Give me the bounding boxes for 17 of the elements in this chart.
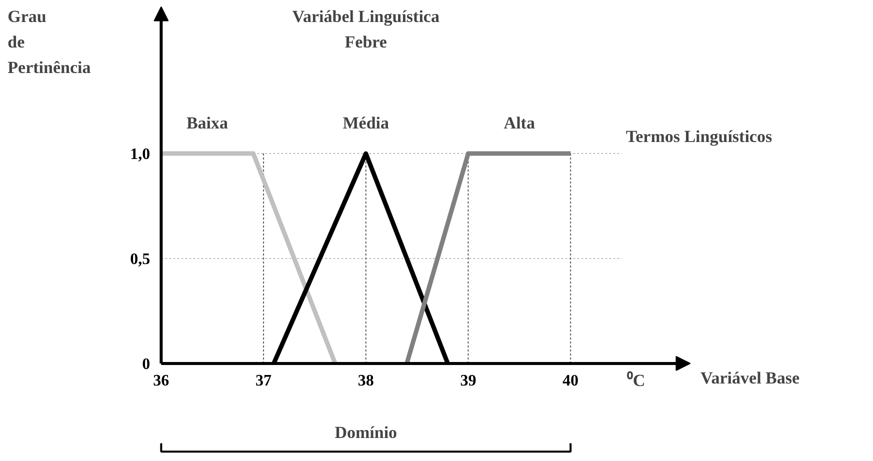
- y-axis-title: Grau de Pertinência: [8, 6, 92, 78]
- annotation: Domínio: [334, 423, 398, 442]
- x-axis-title: Variável Base: [700, 368, 800, 388]
- y-tick-label: 1,0: [130, 146, 150, 164]
- annotation: Termos Linguísticos: [626, 127, 772, 146]
- annotation: ⁰C: [626, 370, 646, 390]
- series-label: Média: [342, 114, 390, 133]
- text: Variábel Linguística Febre: [292, 6, 440, 52]
- x-tick-label: 40: [562, 372, 579, 390]
- x-tick-label: 38: [358, 372, 374, 390]
- x-tick-label: 36: [153, 372, 170, 390]
- x-tick-label: 37: [256, 372, 272, 390]
- y-tick-label: 0,5: [130, 251, 150, 268]
- y-tick-label: 0: [142, 356, 150, 373]
- x-tick-label: 39: [460, 372, 476, 390]
- series-label: Baixa: [186, 114, 229, 133]
- series-label: Alta: [504, 114, 536, 133]
